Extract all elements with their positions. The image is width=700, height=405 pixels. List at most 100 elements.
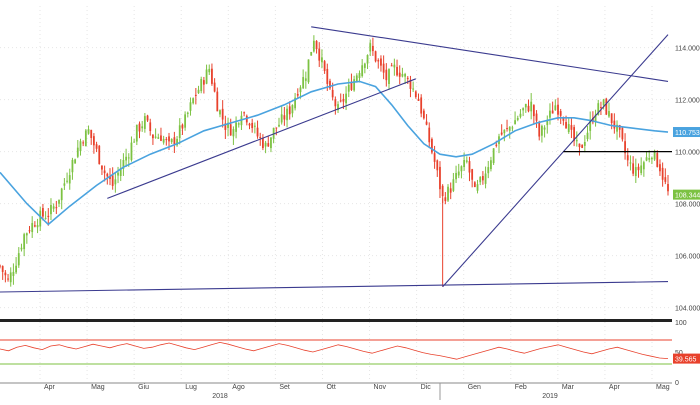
candle-body: [243, 112, 246, 114]
candle-body: [361, 65, 364, 77]
year-label: 2018: [212, 393, 228, 400]
candle-body: [79, 141, 82, 152]
candle-body: [82, 142, 85, 144]
candle-body: [347, 84, 350, 92]
candle-body: [259, 136, 262, 138]
rsi-tick-label: 0: [675, 380, 679, 387]
candle-body: [146, 115, 149, 121]
candle-body: [227, 122, 229, 128]
candle-body: [162, 138, 165, 143]
candle-body: [170, 138, 173, 143]
candle-body: [294, 97, 297, 109]
candle-body: [326, 68, 329, 84]
candle-body: [186, 112, 189, 114]
candle-body: [127, 157, 130, 159]
x-tick-label: Ago: [232, 384, 245, 391]
candle-body: [541, 125, 543, 136]
candle-body: [441, 185, 444, 197]
candle-body: [390, 65, 393, 67]
candle-body: [613, 120, 616, 129]
candle-body: [323, 61, 326, 71]
candle-body: [304, 78, 307, 81]
candle-body: [270, 137, 272, 149]
candle-body: [0, 265, 1, 267]
candle-body: [667, 184, 669, 192]
candle-body: [178, 125, 181, 138]
candle-body: [213, 82, 216, 92]
candle-body: [567, 124, 570, 133]
x-tick-label: Mag: [91, 384, 105, 391]
candle-body: [68, 175, 71, 184]
candle-body: [371, 45, 374, 52]
candle-body: [168, 136, 170, 142]
candle-body: [608, 111, 610, 117]
candle-body: [39, 210, 42, 227]
candle-body: [565, 122, 567, 129]
candle-body: [543, 127, 546, 130]
candle-body: [235, 122, 237, 132]
trendline: [107, 78, 417, 199]
candle-body: [549, 110, 551, 118]
x-tick-label: Mar: [562, 384, 575, 391]
candle-body: [651, 157, 653, 160]
rsi-tick-label: 50: [675, 350, 683, 357]
candle-body: [535, 113, 538, 121]
candle-body: [152, 134, 154, 139]
candle-body: [229, 124, 232, 136]
candle-body: [388, 69, 390, 85]
y-tick-label: 110.0000: [675, 150, 700, 157]
candle-body: [334, 99, 337, 107]
candle-body: [516, 118, 519, 120]
candle-body: [95, 144, 98, 149]
candle-body: [479, 176, 482, 183]
candle-body: [119, 167, 122, 176]
candle-body: [135, 124, 138, 142]
candle-body: [130, 142, 133, 161]
candle-body: [111, 175, 114, 186]
y-tick-label: 104.0000: [675, 306, 700, 313]
candle-body: [455, 172, 457, 180]
candle-body: [589, 119, 592, 131]
candle-body: [157, 137, 160, 139]
candle-body: [551, 110, 554, 114]
candle-body: [36, 225, 39, 228]
candle-body: [47, 215, 50, 217]
candle-body: [84, 130, 87, 147]
y-tick-label: 112.0000: [675, 98, 700, 105]
candle-body: [570, 125, 573, 130]
candle-body: [23, 234, 26, 250]
candle-body: [640, 165, 643, 174]
candle-body: [433, 153, 436, 162]
candle-body: [557, 104, 559, 115]
candle-body: [160, 135, 162, 141]
candle-body: [634, 167, 637, 177]
candle-body: [291, 105, 294, 114]
candle-body: [267, 143, 270, 147]
candle-body: [449, 188, 452, 193]
candle-body: [143, 116, 146, 129]
candle-body: [33, 225, 36, 227]
candle-body: [492, 148, 495, 164]
candle-body: [471, 169, 474, 180]
moving-average-line: [0, 80, 669, 226]
candle-body: [92, 136, 95, 146]
candle-body: [283, 115, 286, 120]
candle-body: [406, 77, 409, 79]
candle-body: [363, 63, 366, 68]
candle-body: [398, 72, 401, 77]
candle-body: [286, 108, 288, 121]
candle-body: [546, 120, 549, 126]
candle-body: [642, 162, 645, 170]
candle-body: [55, 207, 58, 209]
candle-body: [404, 74, 406, 77]
candle-body: [66, 180, 68, 182]
last-price-tag: 108.3446: [675, 193, 700, 200]
x-tick-label: Ott: [326, 384, 335, 391]
candle-body: [307, 59, 310, 83]
candle-body: [345, 93, 347, 104]
candle-body: [192, 98, 195, 104]
candle-body: [463, 159, 466, 168]
candle-body: [457, 171, 460, 176]
